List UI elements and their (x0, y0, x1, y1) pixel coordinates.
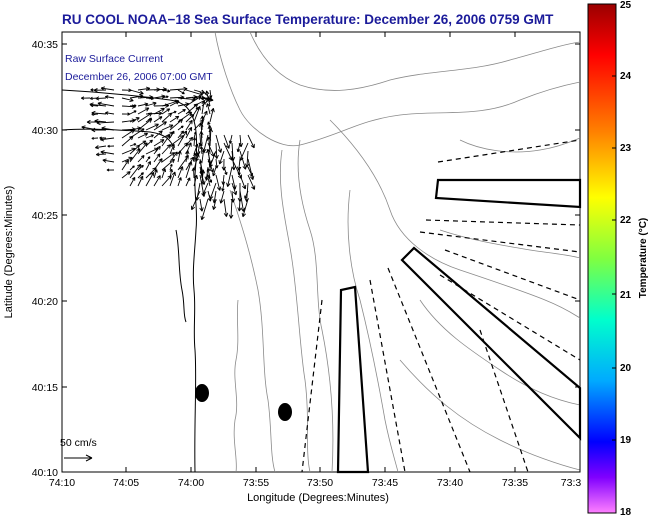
legend-current-label: Raw Surface Current (65, 53, 163, 65)
figure-title: RU COOL NOAA−18 Sea Surface Temperature:… (62, 12, 554, 27)
y-tick-label: 40:25 (32, 210, 58, 222)
radar-footprints (301, 139, 582, 474)
x-tick-label: 73:55 (243, 477, 269, 489)
x-axis-label: Longitude (Degrees:Minutes) (247, 492, 389, 504)
y-tick-label: 40:20 (32, 296, 58, 308)
x-tick-label: 73:3 (561, 477, 582, 489)
axis-tick-marks (61, 32, 581, 473)
legend-current-time: December 26, 2006 07:00 GMT (65, 71, 213, 83)
colorbar-tick-label: 20 (620, 363, 632, 374)
colorbar-tick-label: 23 (620, 143, 632, 154)
x-tick-label: 74:10 (49, 477, 75, 489)
x-tick-label: 73:50 (307, 477, 333, 489)
y-tick-label: 40:10 (32, 467, 58, 479)
x-tick-label: 73:40 (437, 477, 463, 489)
colorbar-tick-label: 18 (620, 507, 632, 518)
buoy-marker (278, 403, 292, 421)
x-tick-label: 73:45 (372, 477, 398, 489)
x-tick-label: 73:35 (502, 477, 528, 489)
colorbar-label: Temperature (°C) (638, 218, 649, 299)
colorbar-tick-label: 19 (620, 435, 632, 446)
surface-current-vectors (80, 86, 256, 221)
y-axis-label: Latitude (Degrees:Minutes) (3, 186, 15, 319)
x-tick-label: 74:00 (178, 477, 204, 489)
colorbar-tick-label: 25 (620, 0, 632, 11)
y-tick-label: 40:15 (32, 382, 58, 394)
colorbar-tick-marks (612, 3, 616, 514)
velocity-scale-label: 50 cm/s (60, 437, 97, 449)
colorbar-tick-label: 24 (620, 71, 632, 82)
y-tick-label: 40:35 (32, 39, 58, 51)
x-tick-label: 74:05 (113, 477, 139, 489)
y-tick-label: 40:30 (32, 125, 58, 137)
buoy-marker (195, 384, 209, 402)
temperature-colorbar (587, 3, 617, 514)
velocity-scale-arrow (64, 454, 93, 462)
colorbar-tick-label: 21 (620, 290, 632, 301)
colorbar-tick-label: 22 (620, 215, 632, 226)
